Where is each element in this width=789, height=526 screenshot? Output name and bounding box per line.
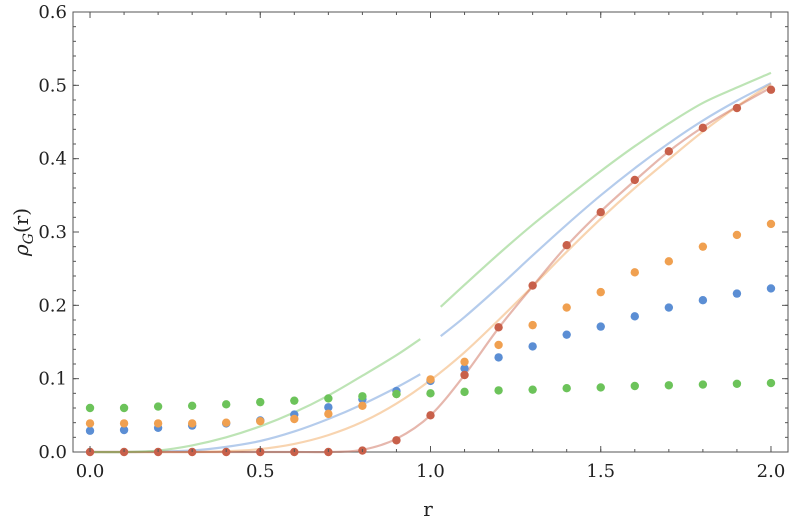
series-1-point	[766, 219, 776, 229]
series-0-point	[766, 284, 776, 293]
series-1-point	[630, 268, 639, 277]
series-0-point	[494, 353, 503, 362]
series-0-point	[528, 342, 537, 351]
series-0-point	[324, 403, 333, 412]
x-tick-label: 1.0	[416, 461, 445, 482]
series-2-point	[528, 281, 537, 290]
series-1-point	[85, 419, 95, 428]
series-1-point	[698, 242, 708, 251]
series-3-point	[494, 386, 503, 395]
series-0-point	[664, 303, 674, 312]
y-axis-ticks: 0.0 0.1 0.2 0.3 0.4 0.5 0.6	[38, 2, 788, 463]
x-axis-label: r	[423, 497, 433, 521]
series-2-point	[664, 147, 674, 156]
y-axis-label-main: ρ	[9, 244, 33, 257]
series-1-point	[256, 417, 265, 426]
series-3-point	[664, 381, 674, 390]
series-3-point	[256, 397, 265, 407]
series-3-point	[392, 389, 401, 399]
series-3-point	[290, 396, 299, 405]
y-tick-label: 0.6	[38, 2, 67, 23]
y-axis-label-sub: G	[21, 233, 37, 244]
series-3-curve	[90, 338, 421, 454]
series-2-point	[392, 436, 401, 445]
series-1-point	[187, 419, 197, 428]
series-2-point	[494, 323, 503, 332]
series-2-point	[426, 411, 435, 420]
series-1-point	[596, 287, 605, 297]
series-0-point	[732, 289, 742, 298]
series-0-curve	[90, 373, 421, 454]
series-3-point	[562, 384, 571, 393]
y-axis-label-rest: (r)	[9, 208, 33, 233]
series-3-point	[766, 378, 776, 388]
series-1-point	[494, 340, 503, 350]
series-0-curve-segment-2	[440, 82, 772, 337]
series-0-point	[119, 425, 129, 435]
series-3-point	[528, 385, 537, 394]
series-1-point	[153, 419, 163, 428]
x-axis-ticks: 0.0 0.5 1.0 1.5 2.0	[76, 12, 786, 482]
series-1-point	[119, 419, 129, 428]
y-tick-label: 0.2	[38, 295, 67, 316]
series-3-point	[732, 379, 742, 388]
series-2-point	[698, 123, 708, 133]
series-3-point	[85, 403, 95, 413]
series-3-point	[698, 380, 708, 389]
y-tick-label: 0.1	[38, 369, 67, 390]
series-0-point	[596, 322, 605, 331]
series-1-point	[324, 409, 333, 419]
y-axis-label: ρG(r)	[9, 208, 37, 257]
series-0-point	[460, 364, 469, 373]
series-3-point	[460, 387, 469, 397]
y-tick-label: 0.3	[38, 222, 67, 243]
x-tick-label: 0.5	[246, 461, 275, 482]
series-2-point	[766, 85, 776, 94]
series-3-point	[630, 381, 639, 391]
series-3-point	[187, 401, 197, 410]
series-0-point	[630, 312, 639, 321]
series-3-point	[222, 400, 231, 409]
x-tick-label: 1.5	[586, 461, 615, 482]
series-3-point	[324, 394, 333, 403]
series-2-point	[732, 103, 742, 113]
series-3-point	[426, 389, 435, 398]
series-3-point	[358, 392, 367, 401]
series-0-point	[562, 330, 571, 339]
y-tick-label: 0.0	[38, 442, 67, 463]
series-1-point	[358, 401, 367, 410]
y-tick-label: 0.5	[38, 75, 67, 96]
series-1-point	[562, 303, 571, 312]
series-2-point	[630, 175, 639, 185]
series-0-point	[698, 296, 708, 305]
series-1-point	[664, 257, 674, 266]
series-0-point	[85, 426, 95, 435]
series-1-point	[460, 357, 469, 366]
series-3-point	[153, 402, 163, 411]
series-3-curve-segment-2	[439, 71, 772, 308]
x-tick-label: 0.0	[76, 461, 105, 482]
series-1-point	[732, 230, 742, 240]
series-2-point	[460, 370, 469, 380]
data-points	[85, 85, 776, 457]
x-tick-label: 2.0	[757, 461, 786, 482]
series-1-point	[426, 375, 435, 384]
series-1-point	[222, 418, 231, 427]
y-tick-label: 0.4	[38, 149, 67, 170]
series-3-point	[119, 403, 129, 413]
series-2-point	[596, 208, 605, 217]
series-2-point	[562, 241, 571, 250]
series-1-point	[528, 320, 537, 330]
plot-frame	[72, 11, 789, 453]
series-1-point	[290, 414, 299, 424]
series-3-point	[596, 383, 605, 392]
